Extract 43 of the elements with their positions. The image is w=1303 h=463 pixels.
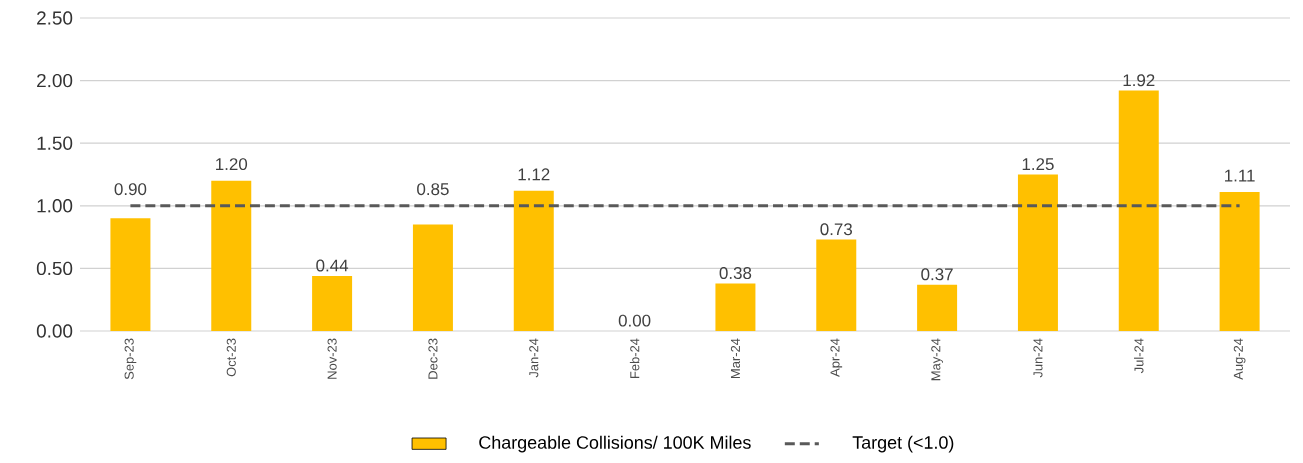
y-tick-label: 2.50 — [37, 11, 73, 25]
data-label: 0.73 — [820, 223, 853, 236]
data-label: 0.85 — [417, 183, 449, 196]
data-label: 1.12 — [518, 168, 550, 181]
data-label: 0.37 — [921, 268, 953, 281]
data-label: 0.38 — [719, 267, 752, 280]
x-tick-label: Nov-23 — [327, 338, 337, 379]
bar — [312, 275, 353, 331]
bar — [816, 239, 857, 331]
y-tick-label: 2.00 — [37, 73, 73, 88]
legend-label: Target (<1.0) — [852, 435, 954, 453]
x-tick-label: Dec-23 — [428, 338, 438, 379]
x-tick-label: Feb-24 — [629, 338, 640, 379]
bar — [211, 180, 252, 331]
data-label: 1.92 — [1123, 74, 1155, 87]
x-tick-label: Aug-24 — [1233, 338, 1246, 380]
data-label: 0.00 — [618, 314, 651, 327]
y-tick-label: 0.50 — [36, 261, 73, 276]
x-tick-label: Jan-24 — [529, 338, 539, 378]
data-label: 0.44 — [316, 259, 349, 272]
x-tick-label: Apr-24 — [830, 338, 843, 377]
legend-label: Chargeable Collisions/ 100K Miles — [479, 435, 751, 453]
data-label: 1.25 — [1022, 158, 1054, 171]
bar — [110, 218, 151, 331]
x-tick-label: Oct-23 — [226, 338, 236, 377]
bar — [513, 190, 554, 331]
bar — [1118, 90, 1159, 331]
y-tick-label: 1.50 — [37, 136, 73, 150]
data-label: 1.11 — [1225, 169, 1255, 182]
y-tick-label: 0.00 — [36, 324, 73, 338]
x-tick-label: Sep-23 — [124, 338, 137, 380]
data-label: 1.20 — [216, 158, 248, 171]
x-tick-label: Mar-24 — [730, 338, 741, 378]
bar — [1219, 192, 1260, 331]
x-tick-label: May-24 — [931, 338, 943, 381]
x-tick-label: Jul-24 — [1134, 338, 1144, 374]
bar — [715, 283, 756, 331]
y-tick-label: 1.00 — [37, 199, 73, 213]
bar — [1017, 174, 1058, 331]
bar — [412, 224, 453, 331]
data-label: 0.90 — [114, 183, 147, 196]
bar — [917, 284, 958, 331]
x-tick-label: Jun-24 — [1033, 338, 1043, 378]
